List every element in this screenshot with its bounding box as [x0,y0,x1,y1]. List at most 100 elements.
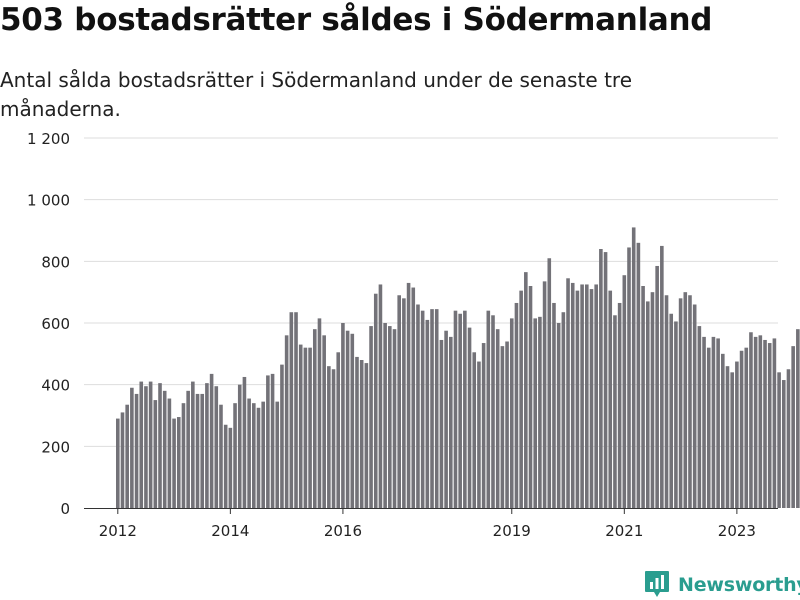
bar [538,316,542,508]
bar [781,380,786,508]
bar [425,319,430,508]
bar [266,375,270,508]
bar [575,290,580,509]
chart-subtitle: Antal sålda bostadsrätter i Södermanland… [0,68,632,121]
bar [505,341,509,508]
bar [519,290,523,509]
bar [749,332,753,508]
bar [692,304,697,508]
bar [706,347,711,508]
bar [359,360,364,508]
y-tick-label: 0 [60,500,70,518]
x-tick-label: 2021 [605,522,643,540]
bar [191,381,195,508]
bar [388,326,392,508]
bar [758,335,763,508]
bar [556,323,561,508]
bar [570,282,575,508]
bar [280,364,284,509]
x-tick-label: 2014 [211,522,249,540]
bar [130,387,134,508]
bar [767,343,772,508]
bar [228,427,233,508]
bar [247,398,251,508]
bar [430,309,434,509]
bar [477,361,481,508]
bar [655,265,659,508]
bar [739,350,744,508]
bar [786,369,791,508]
bar [683,292,688,508]
bar [116,418,120,508]
bar [373,293,378,508]
bar [594,284,598,508]
bar [214,386,219,508]
bar [678,298,683,508]
bar [237,384,242,508]
bar [303,347,308,508]
bar [561,312,566,508]
bar [162,390,167,508]
bar [721,353,725,508]
bar [585,284,589,508]
bar [144,386,148,508]
bar [406,282,411,508]
x-tick-label: 2016 [324,522,362,540]
bar [753,336,758,509]
bar [580,284,584,508]
bar [528,286,533,508]
bar [674,321,678,508]
bar [458,313,462,508]
bar [453,310,458,508]
bar [125,404,129,508]
x-tick-label: 2023 [718,522,756,540]
y-tick-label: 800 [41,253,70,271]
bar [261,401,265,509]
bar [589,289,594,508]
bar [331,369,336,508]
bar [139,381,144,508]
bar [176,417,181,508]
newsworthy-icon [645,571,669,597]
bar [467,327,472,509]
bar [355,356,359,508]
x-tick-label: 2012 [99,522,137,540]
bar [486,310,491,508]
bar [730,372,734,508]
newsworthy-logo[interactable]: Newsworthy [644,570,800,600]
y-tick-label: 400 [41,377,70,395]
bar [209,373,214,509]
bar [317,318,322,508]
bar [223,424,228,508]
bar [688,295,692,508]
bar [697,326,702,508]
bar [472,352,477,508]
bar [284,335,289,508]
bar [308,347,312,508]
bar [439,339,444,508]
bar [448,336,453,509]
bar [402,298,406,508]
bar [158,383,162,509]
bar [322,335,326,508]
bar [411,287,416,508]
bar [669,313,674,508]
bar [524,272,528,508]
bar [200,393,205,508]
bar [509,318,514,508]
bar [270,373,275,509]
bar [617,302,622,508]
bar [664,295,669,508]
bar [608,290,613,509]
bar [463,310,467,508]
bar [763,339,767,508]
bar [298,344,303,508]
bar [378,284,383,508]
bar [552,302,556,508]
bar [481,343,486,508]
bar [772,338,777,508]
y-tick-label: 200 [41,438,70,456]
bar [542,281,547,508]
y-tick-label: 1 000 [27,192,70,210]
bar [416,304,420,508]
